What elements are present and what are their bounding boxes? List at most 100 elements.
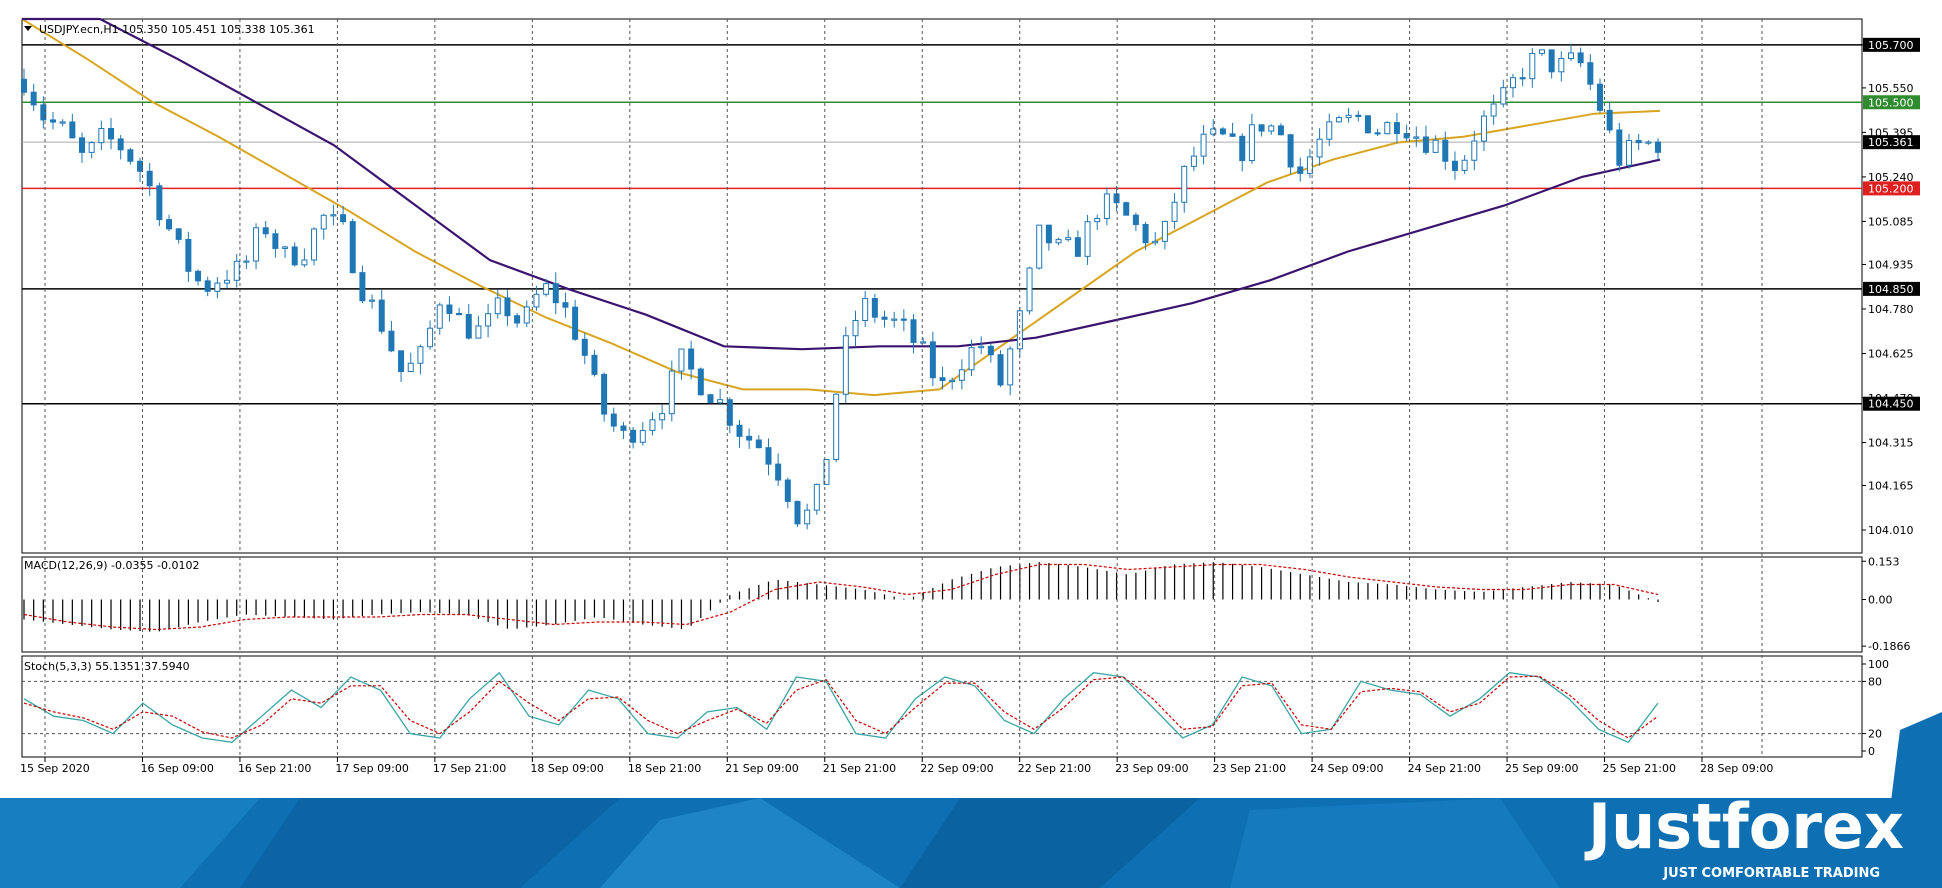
current-price-tag — [1863, 135, 1920, 150]
candle-body — [1355, 114, 1362, 117]
candle-body — [543, 283, 550, 295]
candle-body — [40, 104, 47, 121]
macd-signal-line — [23, 563, 1659, 631]
candle-body — [156, 185, 163, 221]
dropdown-triangle-icon[interactable] — [24, 26, 32, 31]
x-tick-label: 22 Sep 09:00 — [920, 762, 993, 775]
candle-body — [755, 439, 762, 449]
candle-body — [340, 214, 347, 223]
candle-body — [1374, 132, 1381, 135]
candle-body — [1181, 165, 1188, 203]
x-tick-label: 25 Sep 09:00 — [1505, 762, 1578, 775]
candle-body — [1316, 138, 1323, 158]
candle-body — [1500, 87, 1507, 105]
candle-body — [1055, 239, 1062, 244]
candle-body — [533, 293, 540, 308]
candle-body — [1190, 155, 1197, 167]
candle-body — [1577, 52, 1584, 64]
y-tick-label: 104.010 — [1868, 524, 1914, 537]
price-level-tag — [1863, 37, 1920, 52]
candle-body — [1606, 109, 1613, 131]
y-tick-label: 104.780 — [1868, 303, 1914, 316]
candle-body — [1152, 240, 1159, 244]
candle-body — [253, 227, 260, 262]
y-tick-label: 104.165 — [1868, 480, 1914, 493]
candle-body — [1016, 310, 1023, 350]
candle-body — [562, 302, 569, 308]
candle-body — [1548, 49, 1555, 73]
chart-title: USDJPY.ecn,H1 105.350 105.451 105.338 10… — [39, 23, 315, 36]
candle-body — [697, 368, 704, 396]
candle-body — [1171, 201, 1178, 222]
candle-body — [1297, 166, 1304, 174]
x-tick-label: 18 Sep 09:00 — [530, 762, 603, 775]
candle-body — [678, 348, 685, 372]
candle-body — [1094, 217, 1101, 223]
candle-body — [378, 299, 385, 332]
candle-body — [69, 121, 76, 139]
candle-body — [446, 304, 453, 314]
candle-body — [1635, 140, 1642, 144]
candle-body — [185, 238, 192, 272]
candle-body — [1567, 52, 1574, 59]
price-level-label: 105.700 — [1868, 39, 1914, 52]
candle-body — [1142, 223, 1149, 244]
candle-body — [1645, 141, 1652, 144]
candle-body — [427, 327, 434, 348]
candle-body — [1413, 136, 1420, 139]
x-tick-label: 16 Sep 09:00 — [140, 762, 213, 775]
candle-body — [30, 91, 37, 106]
macd-label: MACD(12,26,9) -0.0355 -0.0102 — [24, 559, 199, 572]
y-tick-label: 105.550 — [1868, 82, 1914, 95]
candle-body — [195, 270, 202, 282]
candle-body — [717, 399, 724, 404]
candle-body — [494, 297, 501, 315]
candle-body — [79, 137, 86, 153]
candle-body — [1364, 115, 1371, 134]
candle-body — [639, 429, 646, 443]
candle-body — [108, 127, 115, 140]
banner-facet — [240, 798, 620, 888]
candle-body — [1480, 115, 1487, 142]
x-tick-label: 23 Sep 09:00 — [1115, 762, 1188, 775]
candle-body — [1200, 133, 1207, 157]
y-tick-label: 104.935 — [1868, 258, 1914, 271]
candle-body — [1403, 133, 1410, 139]
candle-body — [746, 435, 753, 441]
candle-body — [291, 246, 298, 266]
candle-body — [736, 424, 743, 437]
candle-body — [523, 306, 530, 324]
candle-body — [1084, 221, 1091, 257]
candle-body — [1335, 117, 1342, 123]
candle-body — [929, 341, 936, 379]
macd-frame — [21, 556, 1863, 653]
price-level-tag — [1863, 281, 1920, 296]
candle-body — [301, 259, 308, 266]
candle-body — [794, 500, 801, 525]
x-tick-label: 23 Sep 21:00 — [1213, 762, 1286, 775]
price-level-label: 105.500 — [1868, 96, 1914, 109]
candle-body — [1045, 224, 1052, 244]
stoch-frame — [21, 655, 1863, 758]
candle-body — [1345, 114, 1352, 119]
y-tick-label: -0.1866 — [1868, 640, 1910, 653]
candle-body — [21, 78, 27, 93]
candle-body — [224, 279, 231, 284]
macd-panel: 0.153 0.00 -0.1866 — [21, 555, 1910, 653]
y-tick-label: 104.625 — [1868, 347, 1914, 360]
candle-body — [601, 373, 608, 415]
candle-body — [813, 483, 820, 511]
candle-body — [1655, 141, 1661, 153]
candle-body — [1103, 193, 1110, 219]
candle-body — [958, 369, 965, 381]
y-tick-label: 105.085 — [1868, 215, 1914, 228]
banner-corner — [1880, 712, 1942, 888]
x-tick-label: 18 Sep 21:00 — [628, 762, 701, 775]
brand-tagline: JUST COMFORTABLE TRADING — [1662, 866, 1880, 881]
price-level-label: 104.450 — [1868, 398, 1914, 411]
brand-logo: Justforex — [1584, 790, 1904, 863]
x-tick-label: 21 Sep 09:00 — [725, 762, 798, 775]
candle-body — [1432, 139, 1439, 153]
candle-body — [591, 354, 598, 375]
candle-body — [1268, 125, 1275, 132]
